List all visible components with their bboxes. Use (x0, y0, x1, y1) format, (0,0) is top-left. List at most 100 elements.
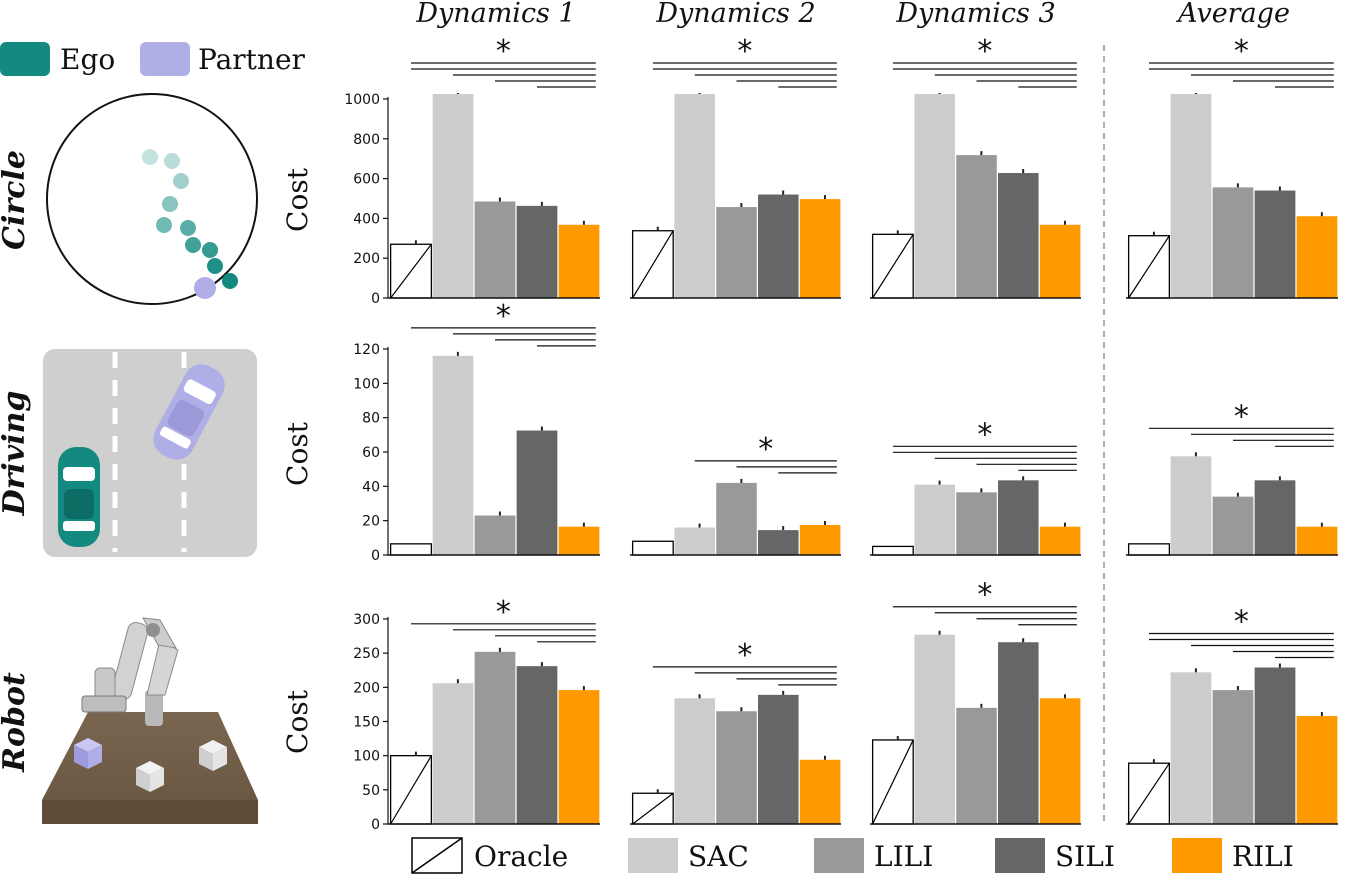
bar-driving-average-rili (1296, 526, 1338, 555)
bar-hatch-robot-dynamics-2 (632, 792, 674, 825)
ego-trail-dot (202, 242, 218, 258)
y-axis-label-robot: Cost (281, 689, 314, 754)
bar-circle-average-rili (1296, 216, 1338, 298)
legend-label-rili: RILI (1232, 840, 1294, 873)
bar-circle-average-lili (1212, 187, 1254, 298)
y-tick-label: 150 (353, 715, 380, 731)
legend-label-sac: SAC (688, 840, 749, 873)
y-tick-label: 50 (362, 783, 380, 799)
bar-robot-dynamics-2-sili (758, 694, 799, 824)
column-title-average: Average (1175, 0, 1290, 29)
bar-robot-dynamics-2-lili (716, 711, 757, 824)
bar-driving-dynamics-3-sili (998, 480, 1039, 555)
bar-driving-dynamics-3-rili (1039, 526, 1081, 555)
bar-driving-dynamics-2-oracle (631, 540, 674, 556)
y-tick-label: 40 (362, 479, 380, 495)
bar-driving-average-oracle (1127, 543, 1171, 556)
bar-circle-average-sac (1170, 94, 1212, 299)
bar-hatch-circle-average (1128, 235, 1170, 299)
significance-star-robot-dynamics-1: * (496, 595, 511, 630)
y-tick-label: 250 (353, 646, 380, 662)
bar-robot-dynamics-3-sili (998, 642, 1039, 824)
y-tick-label: 300 (353, 612, 380, 628)
legend-item-sili: SILI (995, 838, 1115, 873)
circle-task-illustration (46, 93, 258, 305)
ego-trail-dot (142, 149, 158, 165)
y-tick-label: 0 (371, 817, 380, 833)
bar-circle-dynamics-3-lili (956, 155, 997, 298)
bar-circle-dynamics-2-sili (758, 194, 799, 298)
bar-driving-average-sac (1170, 456, 1212, 555)
significance-star-circle-average: * (1234, 34, 1249, 69)
bar-driving-dynamics-3-oracle (871, 545, 914, 556)
robot-arm-icon (81, 617, 179, 726)
bar-driving-average-lili (1212, 496, 1254, 555)
y-tick-label: 0 (371, 548, 380, 564)
bar-circle-dynamics-2-sac (674, 94, 715, 299)
ego-trail-dot (185, 237, 201, 253)
cube-icon (199, 740, 227, 771)
y-tick-label: 600 (353, 172, 380, 188)
bar-driving-dynamics-1-sac (432, 355, 474, 555)
bar-robot-dynamics-1-sili (516, 666, 558, 824)
y-tick-label: 200 (353, 251, 380, 267)
driving-task-illustration (43, 349, 257, 557)
legend-item-rili: RILI (1172, 838, 1294, 873)
bar-robot-dynamics-1-rili (558, 690, 600, 824)
bar-driving-dynamics-2-sili (758, 530, 799, 555)
legend-label-oracle: Oracle (474, 840, 568, 873)
table-front (42, 800, 258, 824)
row-title-circle: Circle (0, 150, 32, 250)
significance-star-circle-dynamics-1: * (496, 34, 511, 69)
bar-robot-average-sac (1170, 672, 1212, 824)
bar-robot-dynamics-1-sac (432, 683, 474, 824)
table-top (42, 712, 258, 800)
lili-swatch (814, 838, 864, 873)
agent-legend: Ego Partner (0, 42, 306, 76)
sac-swatch (628, 838, 678, 873)
significance-star-driving-average: * (1234, 399, 1249, 434)
legend-label-lili: LILI (874, 840, 933, 873)
bar-circle-dynamics-2-rili (799, 199, 841, 298)
bar-driving-dynamics-1-rili (558, 526, 600, 555)
bar-hatch-circle-dynamics-1 (390, 243, 432, 299)
bar-robot-dynamics-3-sac (914, 634, 955, 824)
ego-label: Ego (60, 43, 115, 76)
y-tick-label: 800 (353, 132, 380, 148)
partner-dot (194, 277, 216, 299)
ego-trail-dot (156, 217, 172, 233)
y-tick-label: 1000 (344, 92, 380, 108)
row-title-robot: Robot (0, 672, 32, 773)
ego-trail-dot (180, 220, 196, 236)
bar-robot-dynamics-2-sac (674, 698, 715, 824)
y-tick-label: 120 (353, 342, 380, 358)
y-tick-label: 100 (353, 749, 380, 765)
y-axis-label-circle: Cost (281, 167, 314, 232)
column-title-dynamics-2: Dynamics 2 (655, 0, 815, 29)
y-tick-label: 0 (371, 291, 380, 307)
y-tick-label: 200 (353, 680, 380, 696)
partner-label: Partner (198, 43, 306, 76)
bar-driving-dynamics-2-lili (716, 482, 757, 555)
bar-hatch-robot-dynamics-1 (390, 755, 432, 825)
bar-circle-dynamics-3-sili (998, 173, 1039, 298)
ego-trail-dot (162, 196, 178, 212)
bar-circle-dynamics-1-lili (474, 201, 516, 298)
y-axis-label-driving: Cost (281, 421, 314, 486)
column-title-dynamics-1: Dynamics 1 (415, 0, 575, 29)
y-tick-label: 80 (362, 411, 380, 427)
bar-driving-dynamics-1-oracle (389, 543, 433, 556)
partner-swatch (140, 42, 190, 76)
ego-trail-dot (207, 258, 223, 274)
bar-robot-dynamics-2-rili (799, 759, 841, 824)
ego-car-icon (58, 447, 100, 547)
y-tick-label: 100 (353, 376, 380, 392)
significance-star-driving-dynamics-2: * (758, 432, 773, 467)
significance-star-driving-dynamics-1: * (496, 299, 511, 334)
rili-swatch (1172, 838, 1222, 873)
bar-robot-average-lili (1212, 690, 1254, 824)
ego-dot (222, 273, 238, 289)
bar-circle-dynamics-3-rili (1039, 224, 1081, 298)
